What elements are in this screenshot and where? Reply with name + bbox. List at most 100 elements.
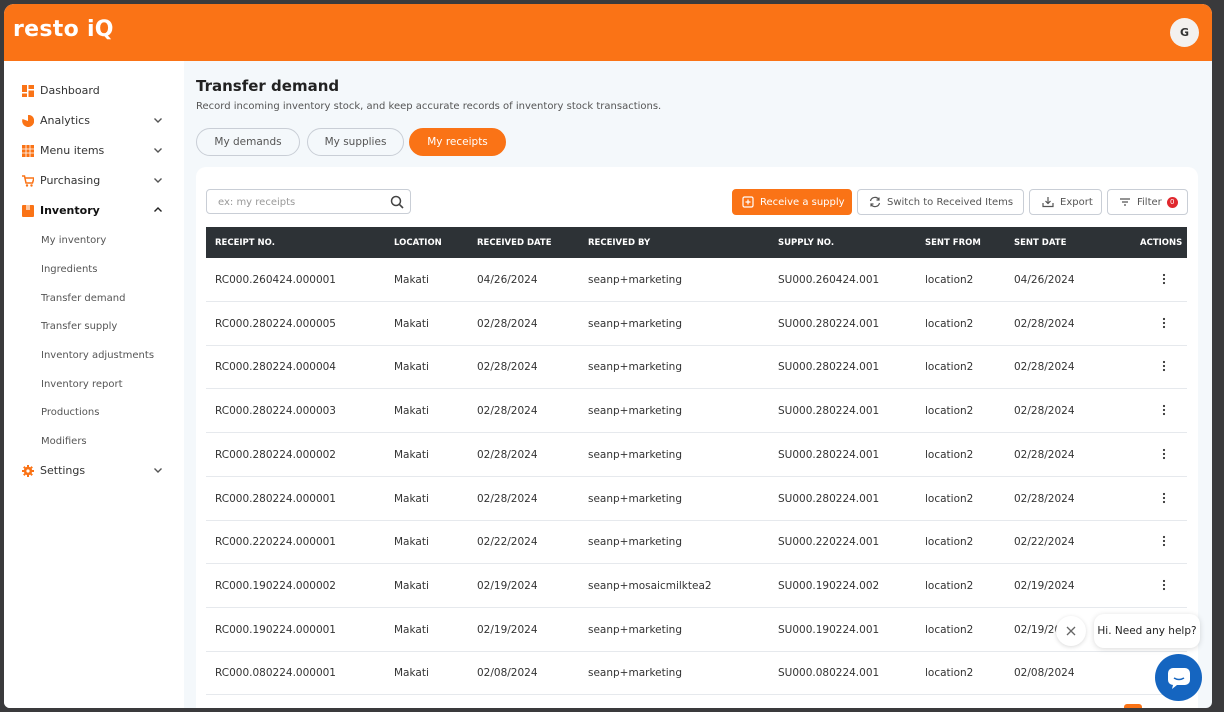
cell-supply-no: SU000.220224.001 <box>778 536 880 549</box>
app-logo[interactable]: resto iQ <box>13 17 114 42</box>
export-button[interactable]: Export <box>1029 189 1102 215</box>
cell-supply-no: SU000.080224.001 <box>778 667 880 680</box>
cell-received-by: seanp+marketing <box>588 448 682 461</box>
row-actions-kebab-icon[interactable] <box>1162 360 1166 372</box>
table-row[interactable]: RC000.080224.000001 Makati 02/08/2024 seanp… <box>206 651 1187 696</box>
export-label: Export <box>1060 196 1093 208</box>
cell-receipt-no: RC000.080224.000001 <box>215 667 336 680</box>
cell-sent-date: 02/19/2024 <box>1014 579 1075 592</box>
sidebar-subitem-inventory-report[interactable]: Inventory report <box>41 379 123 390</box>
chevron-down-icon <box>154 148 162 153</box>
cell-supply-no: SU000.280224.001 <box>778 405 880 418</box>
column-header-sent-from[interactable]: SENT FROM <box>925 238 981 248</box>
app-window: resto iQ G Dashboard Analytics Menu item… <box>4 4 1212 708</box>
chevron-up-icon <box>154 207 162 212</box>
cell-received-by: seanp+marketing <box>588 536 682 549</box>
sidebar-subitem-my-inventory[interactable]: My inventory <box>41 235 107 246</box>
column-header-sent-date[interactable]: SENT DATE <box>1014 238 1067 248</box>
user-avatar[interactable]: G <box>1170 18 1199 47</box>
menu-grid-icon <box>22 145 34 157</box>
cell-sent-date: 02/28/2024 <box>1014 405 1075 418</box>
column-header-receipt-no[interactable]: RECEIPT NO. <box>215 238 275 248</box>
cell-received-date: 02/28/2024 <box>477 317 538 330</box>
table-row[interactable]: RC000.280224.000002 Makati 02/28/2024 seanp… <box>206 433 1187 477</box>
table-row[interactable]: RC000.190224.000001 Makati 02/19/2024 seanp… <box>206 608 1187 652</box>
row-actions-kebab-icon[interactable] <box>1162 317 1166 329</box>
row-actions-kebab-icon[interactable] <box>1162 579 1166 591</box>
table-row[interactable]: RC000.280224.000004 Makati 02/28/2024 seanp… <box>206 345 1187 390</box>
sidebar-subitem-transfer-demand[interactable]: Transfer demand <box>41 293 126 304</box>
cell-received-date: 02/28/2024 <box>477 492 538 505</box>
cell-sent-from: location2 <box>925 623 974 636</box>
chat-prompt-bubble[interactable]: Hi. Need any help? <box>1094 614 1200 648</box>
column-header-supply-no[interactable]: SUPPLY NO. <box>778 238 835 248</box>
column-header-location[interactable]: LOCATION <box>394 238 442 248</box>
table-row[interactable]: RC000.280224.000005 Makati 02/28/2024 seanp… <box>206 302 1187 346</box>
cell-received-date: 02/22/2024 <box>477 536 538 549</box>
sidebar-subitem-modifiers[interactable]: Modifiers <box>41 436 87 447</box>
filter-button[interactable]: Filter 0 <box>1107 189 1188 215</box>
column-header-received-date[interactable]: RECEIVED DATE <box>477 238 552 248</box>
tab-my-supplies[interactable]: My supplies <box>307 128 404 156</box>
cell-received-by: seanp+marketing <box>588 405 682 418</box>
sidebar-item-settings[interactable]: Settings <box>4 460 184 482</box>
main-content: Transfer demand Record incoming inventor… <box>184 61 1212 708</box>
swap-icon <box>869 196 881 208</box>
tab-my-demands[interactable]: My demands <box>196 128 300 156</box>
cell-sent-date: 02/08/2024 <box>1014 667 1075 680</box>
sidebar-item-dashboard[interactable]: Dashboard <box>4 80 184 102</box>
sidebar-item-label: Settings <box>40 464 86 477</box>
row-actions-kebab-icon[interactable] <box>1162 404 1166 416</box>
tab-my-receipts[interactable]: My receipts <box>409 128 506 156</box>
column-header-actions: ACTIONS <box>1140 238 1183 248</box>
cell-received-by: seanp+marketing <box>588 623 682 636</box>
cell-received-by: seanp+mosaicmilktea2 <box>588 579 712 592</box>
filter-count-badge: 0 <box>1166 196 1178 208</box>
sidebar-item-label: Inventory <box>40 204 100 217</box>
sidebar-item-menu-items[interactable]: Menu items <box>4 140 184 162</box>
sidebar-subitem-ingredients[interactable]: Ingredients <box>41 264 98 275</box>
table-row[interactable]: RC000.280224.000001 Makati 02/28/2024 seanp… <box>206 477 1187 521</box>
chevron-down-icon <box>154 178 162 183</box>
cell-receipt-no: RC000.190224.000001 <box>215 623 336 636</box>
switch-received-items-button[interactable]: Switch to Received Items <box>857 189 1024 215</box>
search-input[interactable]: ex: my receipts <box>206 189 411 214</box>
row-actions-kebab-icon[interactable] <box>1162 448 1166 460</box>
receive-supply-button[interactable]: Receive a supply <box>732 189 852 215</box>
cell-received-date: 02/19/2024 <box>477 623 538 636</box>
page-title: Transfer demand <box>196 77 340 95</box>
cell-supply-no: SU000.190224.002 <box>778 579 880 592</box>
table-row[interactable]: RC000.260424.000001 Makati 04/26/2024 seanp… <box>206 258 1187 302</box>
cell-received-date: 02/28/2024 <box>477 448 538 461</box>
sidebar-subitem-inventory-adjustments[interactable]: Inventory adjustments <box>41 350 155 361</box>
sidebar-item-analytics[interactable]: Analytics <box>4 110 184 132</box>
table-row[interactable]: RC000.190224.000002 Makati 02/19/2024 seanp… <box>206 564 1187 608</box>
cell-received-by: seanp+marketing <box>588 492 682 505</box>
cell-supply-no: SU000.280224.001 <box>778 361 880 374</box>
cell-receipt-no: RC000.220224.000001 <box>215 536 336 549</box>
cell-receipt-no: RC000.260424.000001 <box>215 274 336 286</box>
table-row[interactable]: RC000.220224.000001 Makati 02/22/2024 seanp… <box>206 520 1187 565</box>
row-actions-kebab-icon[interactable] <box>1162 492 1166 504</box>
sidebar-item-inventory[interactable]: Inventory <box>4 200 184 222</box>
sidebar-subitem-transfer-supply[interactable]: Transfer supply <box>41 321 118 332</box>
table-row[interactable]: RC000.280224.000003 Makati 02/28/2024 seanp… <box>206 389 1187 434</box>
chat-launcher-button[interactable] <box>1155 654 1202 701</box>
row-actions-kebab-icon[interactable] <box>1162 273 1166 285</box>
cell-supply-no: SU000.260424.001 <box>778 274 880 286</box>
switch-received-items-label: Switch to Received Items <box>887 196 1014 208</box>
column-header-received-by[interactable]: RECEIVED BY <box>588 238 651 248</box>
box-icon <box>22 205 34 217</box>
top-bar: resto iQ G <box>4 4 1212 61</box>
cell-receipt-no: RC000.280224.000005 <box>215 317 336 330</box>
sidebar-item-label: Menu items <box>40 144 105 157</box>
sidebar-subitem-productions[interactable]: Productions <box>41 407 100 418</box>
gear-icon <box>22 465 34 477</box>
chat-dismiss-button[interactable] <box>1056 616 1086 646</box>
search-icon[interactable] <box>390 195 404 209</box>
row-actions-kebab-icon[interactable] <box>1162 535 1166 547</box>
cell-sent-date: 02/28/2024 <box>1014 492 1075 505</box>
cell-supply-no: SU000.280224.001 <box>778 448 880 461</box>
sidebar-item-purchasing[interactable]: Purchasing <box>4 170 184 192</box>
pagination-current-page[interactable] <box>1124 704 1142 708</box>
